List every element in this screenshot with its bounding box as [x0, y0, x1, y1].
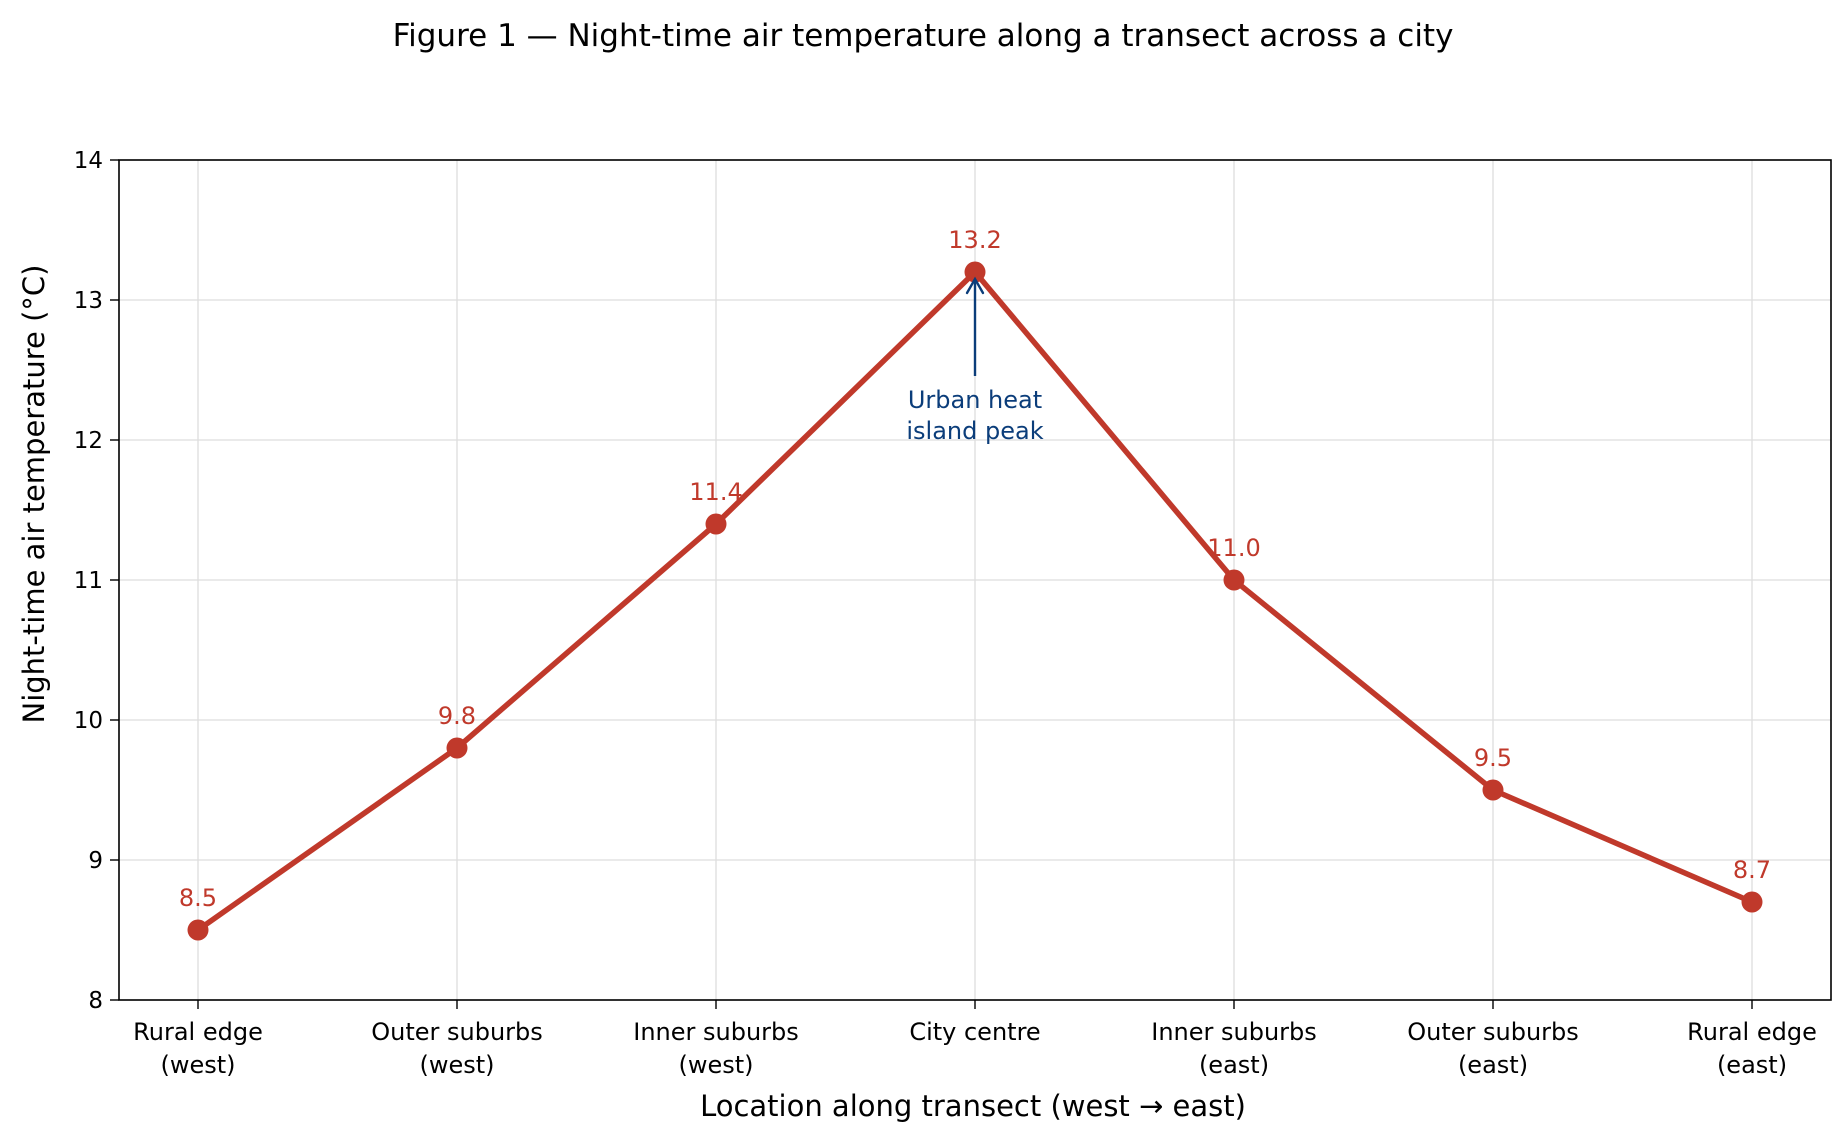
x-tick-label: City centre [909, 1018, 1040, 1046]
x-axis: Rural edge (west) Outer suburbs (west) Inner… [133, 1000, 1817, 1079]
annotation: Urban heat island peak [906, 276, 1044, 445]
y-tick-label: 13 [74, 288, 103, 314]
y-tick-label: 10 [74, 708, 103, 734]
x-tick-label: Inner suburbs (west) [633, 1018, 799, 1079]
y-tick-label: 11 [74, 568, 103, 594]
y-tick-label: 14 [74, 148, 103, 174]
data-label: 11.4 [689, 478, 742, 506]
y-tick-label: 9 [88, 848, 103, 874]
x-tick-label: Outer suburbs (west) [371, 1018, 543, 1079]
data-point [1223, 569, 1245, 591]
data-point [187, 919, 209, 941]
y-tick-label: 12 [74, 428, 103, 454]
y-axis-label: Night-time air temperature (°C) [17, 265, 51, 724]
data-label: 11.0 [1207, 534, 1260, 562]
x-tick-label: Rural edge (east) [1687, 1018, 1817, 1079]
data-point [1482, 779, 1504, 801]
annotation-arrowhead [965, 276, 985, 295]
x-axis-label: Location along transect (west → east) [700, 1089, 1246, 1123]
annotation-text: Urban heat island peak [906, 386, 1043, 445]
data-point [705, 513, 727, 535]
data-point [964, 261, 986, 283]
data-label: 9.8 [438, 702, 476, 730]
series-layer: 8.5 9.8 11.4 13.2 11.0 9.5 8.7 [179, 226, 1771, 941]
x-tick-label: Outer suburbs (east) [1407, 1018, 1579, 1079]
x-tick-label: Inner suburbs (east) [1151, 1018, 1317, 1079]
chart-title: Figure 1 — Night-time air temperature al… [393, 18, 1454, 54]
y-tick-label: 8 [88, 988, 103, 1014]
data-label: 8.7 [1733, 856, 1771, 884]
data-label: 8.5 [179, 884, 217, 912]
y-axis: 8 9 10 11 12 13 14 [74, 148, 119, 1014]
data-point [1741, 891, 1763, 913]
x-tick-label: Rural edge (west) [133, 1018, 263, 1079]
data-label: 13.2 [948, 226, 1001, 254]
data-label: 9.5 [1474, 744, 1512, 772]
data-point [446, 737, 468, 759]
